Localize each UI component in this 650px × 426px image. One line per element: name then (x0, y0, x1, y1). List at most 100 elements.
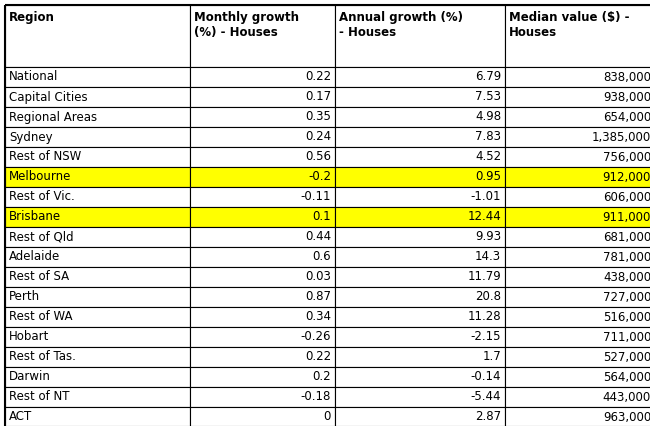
Text: -5.44: -5.44 (471, 391, 501, 403)
Text: 4.52: 4.52 (475, 150, 501, 164)
Text: 0.03: 0.03 (305, 271, 331, 283)
Bar (190, 247, 335, 267)
Bar (5, 207, 190, 227)
Bar (190, 407, 335, 426)
Bar (505, 327, 650, 347)
Text: 912,000: 912,000 (603, 170, 650, 184)
Bar (5, 407, 190, 426)
Bar (5, 107, 190, 127)
Bar (335, 407, 505, 426)
Text: Monthly growth
(%) - Houses: Monthly growth (%) - Houses (194, 11, 299, 39)
Bar (505, 207, 650, 227)
Bar (5, 267, 190, 287)
Bar (190, 387, 335, 407)
Bar (5, 307, 190, 327)
Bar (335, 347, 505, 367)
Bar (505, 247, 650, 267)
Bar (505, 267, 650, 287)
Text: -2.15: -2.15 (471, 331, 501, 343)
Bar (5, 187, 190, 207)
Text: 0.17: 0.17 (305, 90, 331, 104)
Text: Regional Areas: Regional Areas (9, 110, 97, 124)
Text: 0.35: 0.35 (305, 110, 331, 124)
Bar (335, 187, 505, 207)
Text: Sydney: Sydney (9, 130, 53, 144)
Text: Rest of Vic.: Rest of Vic. (9, 190, 75, 204)
Bar (5, 247, 190, 267)
Text: Rest of WA: Rest of WA (9, 311, 73, 323)
Text: 727,000: 727,000 (603, 291, 650, 303)
Text: 781,000: 781,000 (603, 250, 650, 264)
Text: Perth: Perth (9, 291, 40, 303)
Text: 654,000: 654,000 (603, 110, 650, 124)
Bar (5, 167, 190, 187)
Bar (335, 367, 505, 387)
Bar (505, 107, 650, 127)
Bar (190, 327, 335, 347)
Bar (505, 367, 650, 387)
Text: 963,000: 963,000 (603, 411, 650, 423)
Text: -0.14: -0.14 (471, 371, 501, 383)
Text: 12.44: 12.44 (467, 210, 501, 224)
Text: 0.34: 0.34 (305, 311, 331, 323)
Text: 606,000: 606,000 (603, 190, 650, 204)
Text: -0.18: -0.18 (300, 391, 331, 403)
Bar (5, 327, 190, 347)
Text: 20.8: 20.8 (475, 291, 501, 303)
Text: Darwin: Darwin (9, 371, 51, 383)
Text: 0.56: 0.56 (305, 150, 331, 164)
Bar (190, 227, 335, 247)
Text: 911,000: 911,000 (603, 210, 650, 224)
Text: 756,000: 756,000 (603, 150, 650, 164)
Text: 0.44: 0.44 (305, 230, 331, 244)
Text: -0.11: -0.11 (300, 190, 331, 204)
Text: 0.22: 0.22 (305, 70, 331, 83)
Bar (505, 307, 650, 327)
Text: 0.24: 0.24 (305, 130, 331, 144)
Bar (505, 227, 650, 247)
Text: 11.28: 11.28 (467, 311, 501, 323)
Text: 1.7: 1.7 (482, 351, 501, 363)
Text: 0.6: 0.6 (313, 250, 331, 264)
Bar (335, 67, 505, 87)
Bar (190, 367, 335, 387)
Bar (335, 267, 505, 287)
Text: 0.1: 0.1 (313, 210, 331, 224)
Text: 6.79: 6.79 (474, 70, 501, 83)
Bar (190, 127, 335, 147)
Text: 4.98: 4.98 (475, 110, 501, 124)
Bar (5, 227, 190, 247)
Bar (5, 67, 190, 87)
Text: 527,000: 527,000 (603, 351, 650, 363)
Bar (335, 5, 505, 67)
Bar (335, 167, 505, 187)
Text: Adelaide: Adelaide (9, 250, 60, 264)
Text: 2.87: 2.87 (475, 411, 501, 423)
Bar (505, 407, 650, 426)
Bar (335, 127, 505, 147)
Bar (190, 107, 335, 127)
Bar (5, 387, 190, 407)
Bar (335, 207, 505, 227)
Text: 838,000: 838,000 (603, 70, 650, 83)
Bar (5, 147, 190, 167)
Bar (505, 127, 650, 147)
Bar (190, 347, 335, 367)
Text: 7.83: 7.83 (475, 130, 501, 144)
Bar (505, 147, 650, 167)
Bar (5, 87, 190, 107)
Text: -0.26: -0.26 (300, 331, 331, 343)
Text: Hobart: Hobart (9, 331, 49, 343)
Text: Rest of SA: Rest of SA (9, 271, 69, 283)
Text: 0.22: 0.22 (305, 351, 331, 363)
Bar (505, 387, 650, 407)
Text: 1,385,000: 1,385,000 (592, 130, 650, 144)
Bar (5, 127, 190, 147)
Bar (190, 287, 335, 307)
Bar (190, 87, 335, 107)
Text: Brisbane: Brisbane (9, 210, 61, 224)
Bar (5, 347, 190, 367)
Text: 938,000: 938,000 (603, 90, 650, 104)
Text: 0: 0 (324, 411, 331, 423)
Text: 443,000: 443,000 (603, 391, 650, 403)
